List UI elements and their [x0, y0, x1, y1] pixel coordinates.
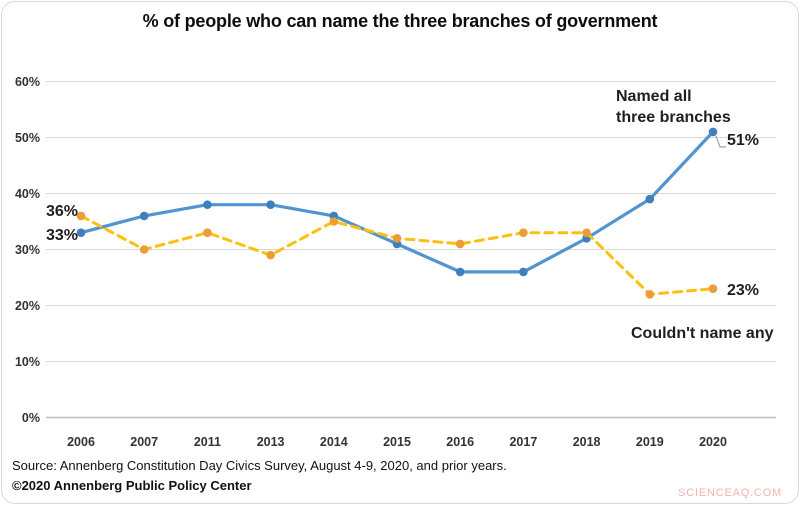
- data-point: [708, 284, 718, 294]
- series-line-blue: [79, 130, 715, 274]
- x-tick-label: 2013: [257, 435, 285, 449]
- x-tick-label: 2014: [320, 435, 348, 449]
- data-point: [203, 228, 212, 237]
- series-label-line2: three branches: [616, 109, 731, 126]
- data-point: [392, 234, 402, 243]
- x-tick-label: 2018: [573, 435, 601, 449]
- x-tick-label: 2019: [636, 435, 664, 449]
- y-tick-label: 30%: [15, 243, 40, 257]
- data-point: [203, 200, 212, 209]
- y-tick-label: 50%: [15, 131, 40, 145]
- y-tick-label: 10%: [15, 355, 40, 369]
- x-tick-label: 2020: [699, 435, 727, 449]
- x-tick-label: 2016: [446, 435, 474, 449]
- y-tick-label: 0%: [22, 411, 40, 425]
- data-point: [582, 228, 591, 237]
- data-point: [76, 211, 86, 221]
- y-tick-label: 20%: [15, 299, 40, 313]
- data-point: [645, 290, 655, 299]
- x-tick-label: 2015: [383, 435, 411, 449]
- y-tick-label: 40%: [15, 187, 40, 201]
- watermark: SCIENCEAQ.COM: [678, 487, 782, 499]
- copyright-text: ©2020 Annenberg Public Policy Center: [12, 478, 252, 493]
- y-tick-label: 60%: [15, 75, 40, 89]
- data-label-blue-2006: 33%: [45, 227, 78, 244]
- data-label-orange-2020: 23%: [727, 282, 760, 299]
- data-point: [266, 200, 275, 209]
- chart-title: % of people who can name the three branc…: [142, 11, 658, 31]
- data-point: [645, 194, 655, 204]
- x-tick-label: 2007: [130, 435, 158, 449]
- x-tick-label: 2006: [67, 435, 95, 449]
- data-label-orange-2006: 36%: [45, 203, 78, 220]
- label-leader-line: [715, 135, 726, 148]
- data-point: [139, 245, 149, 254]
- data-label-blue-2020: 51%: [727, 132, 760, 149]
- series-label-named-all-three-branches: Named all three branches: [616, 86, 731, 128]
- series-label-line1: Named all: [616, 88, 692, 105]
- data-point: [519, 228, 528, 237]
- data-point: [708, 127, 718, 137]
- data-point: [329, 217, 339, 226]
- data-point: [76, 228, 86, 237]
- series-label-couldnt-name-any: Couldn't name any: [631, 325, 774, 342]
- data-point: [139, 211, 149, 221]
- data-point: [455, 267, 465, 277]
- data-point: [266, 250, 275, 260]
- series-line-orange: [79, 214, 715, 296]
- data-point: [455, 239, 465, 249]
- x-tick-label: 2017: [509, 435, 537, 449]
- data-point: [519, 267, 528, 277]
- x-tick-label: 2011: [194, 435, 221, 449]
- source-text: Source: Annenberg Constitution Day Civic…: [12, 458, 507, 473]
